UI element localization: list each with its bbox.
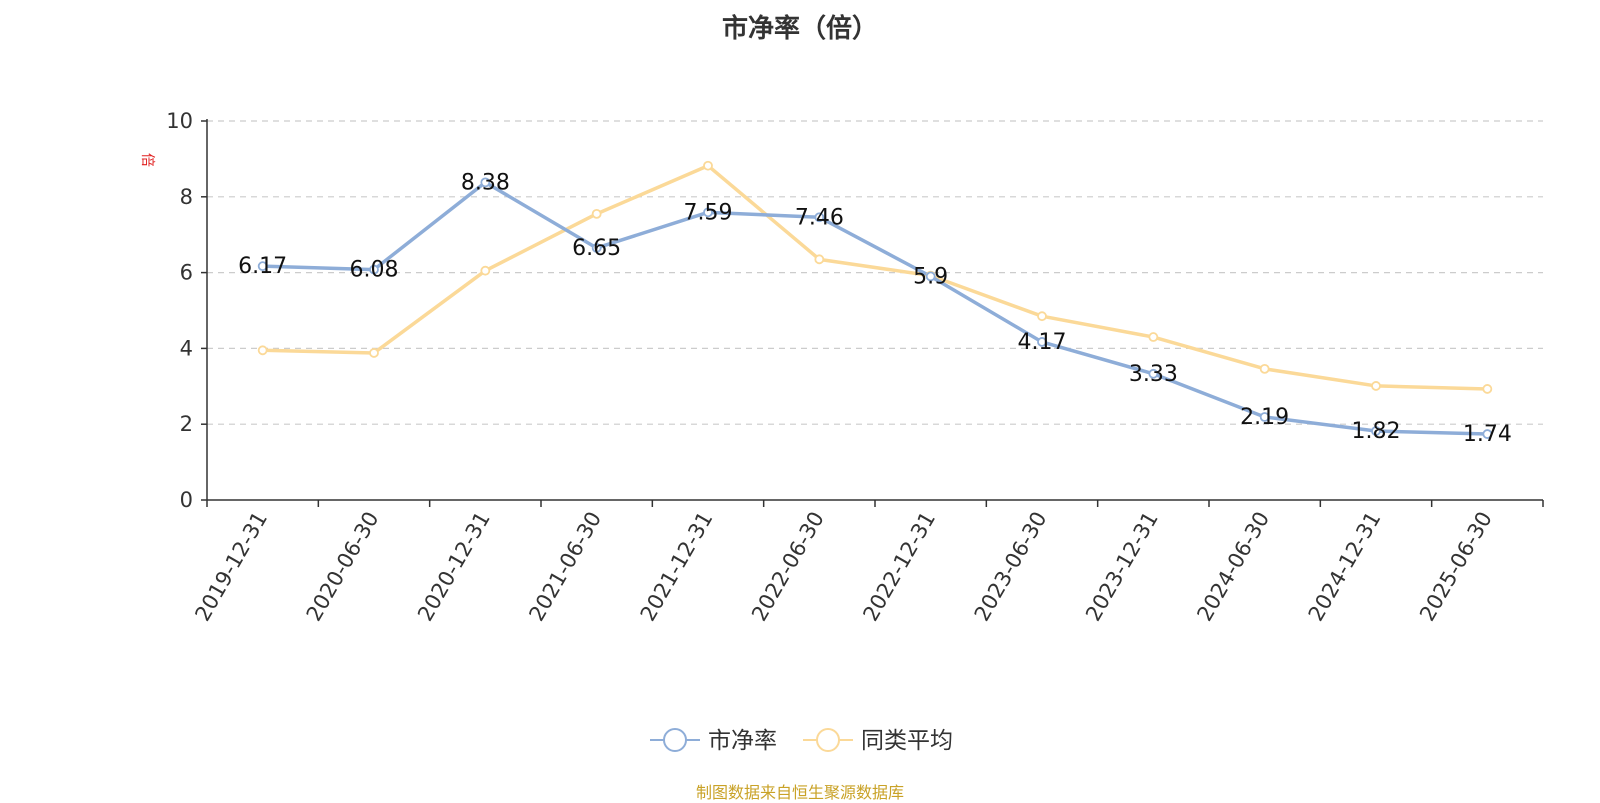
data-point xyxy=(814,212,825,223)
grid-lines xyxy=(201,120,1543,501)
legend: 市净率 同类平均 xyxy=(650,728,953,754)
data-point xyxy=(1037,337,1047,347)
data-point xyxy=(1037,311,1047,322)
data-point xyxy=(369,348,379,358)
data-point xyxy=(703,160,713,171)
data-point xyxy=(257,345,268,356)
data-points xyxy=(257,160,1493,439)
legend-swatch-marker xyxy=(816,728,840,752)
y-axis-label: 倍 xyxy=(139,153,155,167)
data-label: 7.46 xyxy=(795,205,844,230)
data-point xyxy=(257,261,268,272)
data-point xyxy=(1482,384,1493,394)
y-tick-label: 4 xyxy=(180,336,193,360)
data-point xyxy=(1482,429,1493,439)
data-label: 4.17 xyxy=(1018,330,1067,355)
x-tick-label: 2024-06-30 xyxy=(1192,508,1274,626)
data-label: 3.33 xyxy=(1129,362,1178,387)
y-tick-label: 8 xyxy=(180,185,193,209)
data-point xyxy=(814,254,825,265)
data-point xyxy=(1371,426,1381,436)
x-tick-label: 2022-12-31 xyxy=(858,508,940,626)
legend-swatch-marker xyxy=(663,728,687,752)
x-tick-label: 2024-12-31 xyxy=(1304,508,1386,626)
data-label: 8.38 xyxy=(461,170,510,195)
data-label: 1.82 xyxy=(1352,419,1401,444)
x-tick-label: 2021-12-31 xyxy=(636,508,718,626)
data-point xyxy=(1148,332,1159,342)
data-label: 6.65 xyxy=(572,236,621,261)
y-tick-label: 2 xyxy=(180,412,193,436)
series-lines xyxy=(262,163,1488,436)
series-line-1 xyxy=(262,163,1488,391)
data-point xyxy=(591,243,602,253)
x-tick-label: 2023-12-31 xyxy=(1081,508,1163,626)
data-point xyxy=(1259,412,1270,422)
y-tick-label: 0 xyxy=(180,488,193,512)
y-tick-labels: 0 2 4 6 8 10 xyxy=(166,109,193,512)
x-tick-label: 2023-06-30 xyxy=(970,508,1052,626)
x-tick-label: 2021-06-30 xyxy=(524,508,606,626)
data-point xyxy=(480,265,491,276)
data-source-note: 制图数据来自恒生聚源数据库 xyxy=(695,783,904,802)
data-label: 6.17 xyxy=(238,254,287,279)
x-tick-label: 2025-06-30 xyxy=(1415,508,1497,626)
data-point xyxy=(925,271,936,282)
data-point xyxy=(1259,363,1270,374)
data-point xyxy=(703,207,713,218)
data-label: 6.08 xyxy=(350,258,399,283)
x-tick-label: 2020-06-30 xyxy=(302,508,384,626)
x-tick-label: 2020-12-31 xyxy=(413,508,495,626)
data-label: 1.74 xyxy=(1463,422,1512,447)
data-point xyxy=(480,177,491,188)
legend-label: 同类平均 xyxy=(861,728,953,754)
series-line-0 xyxy=(262,180,1488,436)
data-point xyxy=(369,264,379,275)
data-label: 5.9 xyxy=(913,264,948,289)
x-tick-label: 2022-06-30 xyxy=(747,508,829,626)
data-point xyxy=(1371,381,1381,391)
data-label: 7.59 xyxy=(684,200,733,225)
chart-title: 市净率（倍） xyxy=(721,14,878,44)
data-point xyxy=(1148,368,1159,379)
legend-label: 市净率 xyxy=(708,728,777,754)
x-tick-label: 2019-12-31 xyxy=(190,508,272,626)
data-label: 2.19 xyxy=(1240,405,1289,430)
axes xyxy=(206,119,1544,507)
data-point xyxy=(591,208,602,219)
y-tick-label: 6 xyxy=(180,261,193,285)
x-tick-labels: 2019-12-31 2020-06-30 2020-12-31 2021-06-30… xyxy=(190,508,1496,626)
data-labels: 6.17 6.08 8.38 6.65 7.59 7.46 5.9 4.17 3.33 2.19 1… xyxy=(238,170,1512,447)
y-tick-label: 10 xyxy=(166,109,193,133)
